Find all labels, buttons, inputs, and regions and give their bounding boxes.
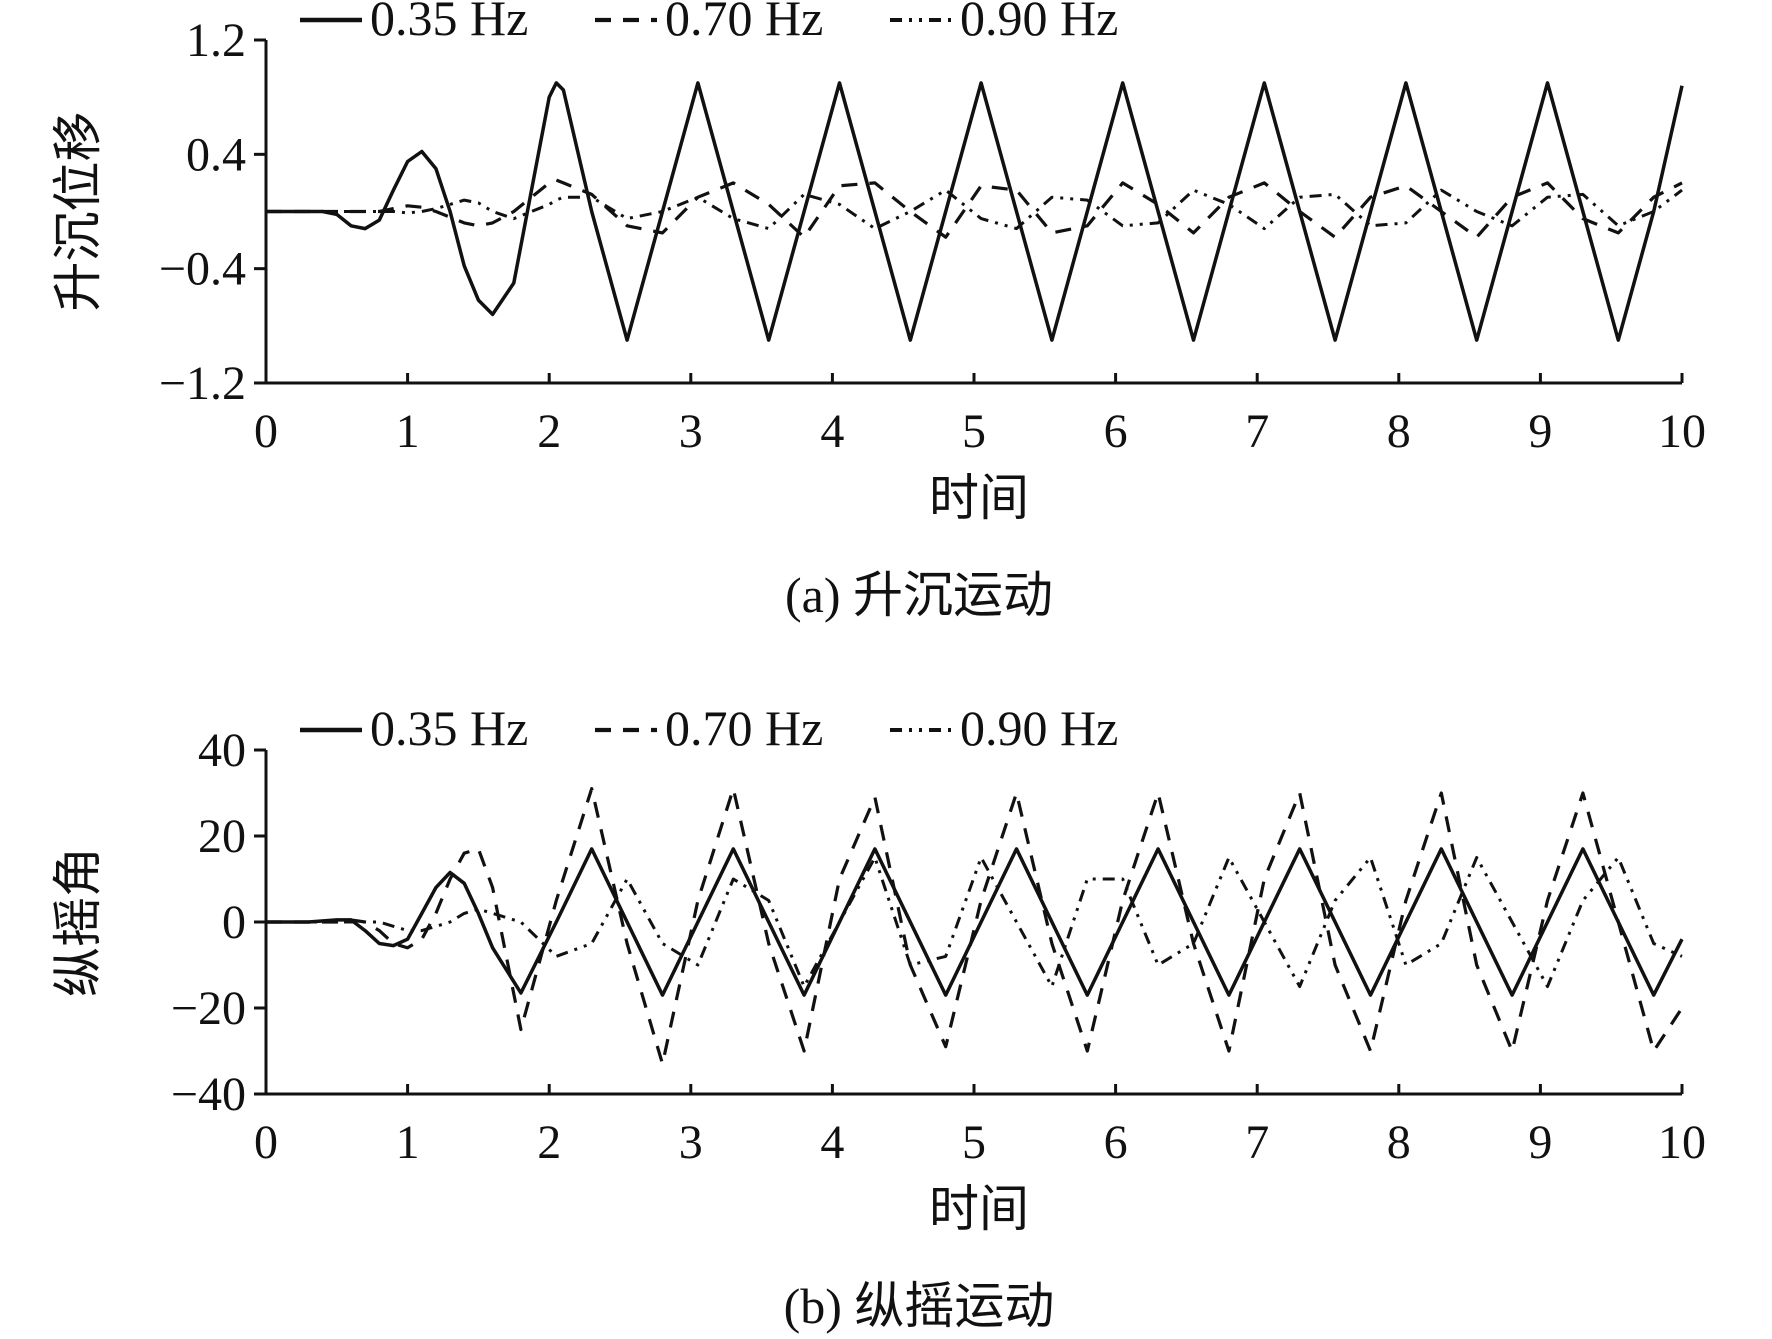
x-tick-label: 6	[1104, 1116, 1128, 1169]
legend-label-1: 0.35 Hz	[370, 700, 528, 756]
x-tick-label: 5	[962, 405, 986, 458]
x-tick-label: 2	[537, 1116, 561, 1169]
series-line-1	[266, 847, 1684, 997]
x-tick-label: 7	[1245, 405, 1269, 458]
x-tick-label: 3	[679, 405, 703, 458]
legend-label-3: 0.90 Hz	[960, 700, 1118, 756]
y-tick-label: 20	[198, 810, 246, 863]
x-tick-label: 4	[820, 1116, 844, 1169]
y-axis-title: 纵摇角	[50, 847, 106, 997]
panel-caption: (a) 升沉运动	[785, 567, 1053, 623]
x-tick-label: 4	[820, 405, 844, 458]
legend-label-2: 0.70 Hz	[665, 700, 823, 756]
x-tick-label: 1	[396, 1116, 420, 1169]
x-tick-label: 1	[396, 405, 420, 458]
y-tick-label: 40	[198, 724, 246, 777]
x-tick-label: 3	[679, 1116, 703, 1169]
x-tick-label: 7	[1245, 1116, 1269, 1169]
heave-panel: 1.2 0.4 −0.4 −1.20 1 2 3 4 5 6 7 8 9 10 时间 升沉位移 (a) 升沉运动…	[50, 0, 1706, 623]
x-tick-label: 10	[1658, 1116, 1706, 1169]
x-tick-label: 6	[1104, 405, 1128, 458]
y-tick-label: −0.4	[159, 243, 246, 296]
series-line-3	[266, 188, 1683, 231]
legend-label-3: 0.90 Hz	[960, 0, 1118, 46]
x-tick-label: 5	[962, 1116, 986, 1169]
y-tick-label: −40	[171, 1068, 246, 1121]
x-axis-title: 时间	[929, 470, 1029, 526]
y-tick-label: 1.2	[186, 14, 246, 67]
x-tick-label: 0	[254, 1116, 278, 1169]
x-tick-label: 9	[1528, 405, 1552, 458]
y-axis-title: 升沉位移	[50, 112, 106, 312]
panel-caption: (b) 纵摇运动	[784, 1278, 1055, 1334]
y-tick-label: 0.4	[186, 128, 246, 181]
x-tick-label: 10	[1658, 405, 1706, 458]
x-tick-label: 2	[537, 405, 561, 458]
x-tick-label: 8	[1387, 405, 1411, 458]
series-line-1	[266, 81, 1684, 342]
x-tick-label: 8	[1387, 1116, 1411, 1169]
y-tick-label: −20	[171, 982, 246, 1035]
series-line-2	[266, 178, 1683, 239]
y-tick-label: −1.2	[159, 357, 246, 410]
series-line-2	[266, 787, 1684, 1066]
y-tick-label: 0	[222, 896, 246, 949]
x-axis-title: 时间	[929, 1181, 1029, 1237]
x-tick-label: 0	[254, 405, 278, 458]
x-tick-label: 9	[1528, 1116, 1552, 1169]
legend-label-2: 0.70 Hz	[665, 0, 823, 46]
series-line-3	[266, 856, 1683, 988]
legend-label-1: 0.35 Hz	[370, 0, 528, 46]
